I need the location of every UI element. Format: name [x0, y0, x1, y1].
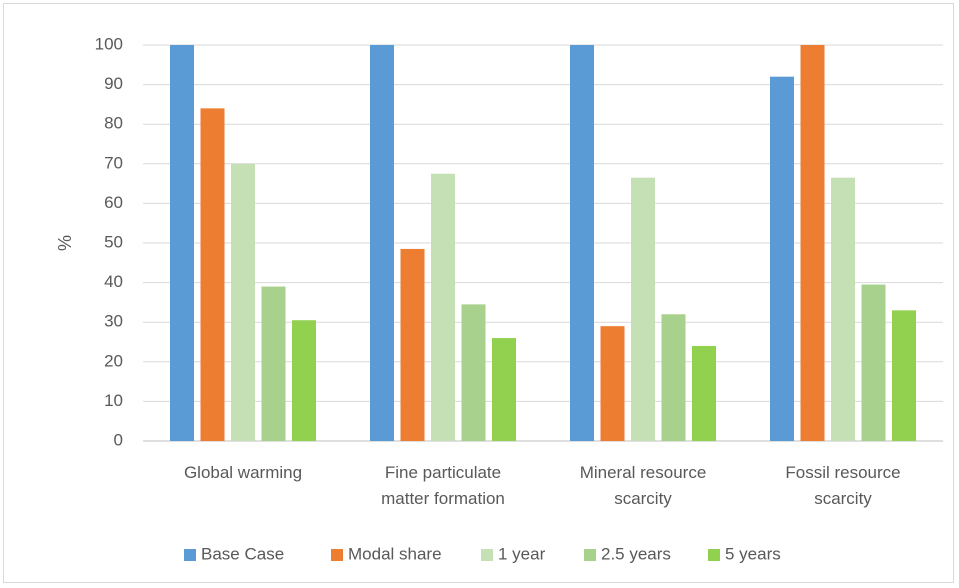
- y-tick-label: 0: [114, 430, 123, 449]
- legend-swatch: [184, 549, 196, 561]
- y-tick-label: 50: [104, 232, 123, 251]
- bar: [570, 45, 594, 441]
- bar: [400, 248, 425, 441]
- y-tick-label: 30: [104, 312, 123, 331]
- y-tick-label: 90: [104, 74, 123, 93]
- y-tick-label: 80: [104, 114, 123, 133]
- bar: [492, 338, 516, 441]
- y-tick-label: 40: [104, 272, 123, 291]
- bar: [461, 304, 486, 441]
- bar: [170, 45, 194, 441]
- bar: [631, 177, 655, 441]
- x-category-label: Fossil resource scarcity: [785, 463, 900, 508]
- legend-label: 1 year: [498, 544, 546, 563]
- y-tick-label: 20: [104, 351, 123, 370]
- bar: [261, 286, 286, 441]
- legend-label: Modal share: [348, 544, 442, 563]
- x-category-label: Fine particulate matter formation: [381, 463, 505, 508]
- bar: [200, 108, 225, 442]
- bar: [292, 320, 316, 441]
- x-category-label: Mineral resource scarcity: [580, 463, 707, 508]
- legend-swatch: [331, 549, 343, 561]
- bar: [800, 45, 825, 441]
- legend-swatch: [481, 549, 493, 561]
- legend-label: 5 years: [725, 544, 781, 563]
- bar: [661, 314, 686, 441]
- legend-swatch: [584, 549, 596, 561]
- legend: Base Case Modal share 1 year 2.5 years 5 yea…: [184, 544, 781, 563]
- bars: [170, 45, 916, 442]
- y-tick-label: 70: [104, 153, 123, 172]
- bar: [370, 45, 394, 441]
- legend-swatch: [708, 549, 720, 561]
- y-axis-label: %: [55, 235, 75, 251]
- y-tick-label: 100: [95, 34, 123, 53]
- y-tick-label: 60: [104, 193, 123, 212]
- y-tick-label: 10: [104, 391, 123, 410]
- legend-label: 2.5 years: [601, 544, 671, 563]
- x-axis-categories: Global warming Fine particulate matter for…: [184, 463, 901, 508]
- bar: [231, 163, 255, 442]
- bar: [431, 173, 455, 441]
- bar: [861, 284, 886, 441]
- chart-frame: [3, 3, 954, 583]
- bar: [892, 310, 916, 441]
- bar: [831, 177, 855, 441]
- bar: [692, 345, 716, 441]
- bar: [770, 76, 794, 442]
- bar: [600, 326, 625, 441]
- x-category-label: Global warming: [184, 463, 302, 482]
- legend-label: Base Case: [201, 544, 284, 563]
- y-axis-ticks: 0 10 20 30 40 50 60 70 80 90 100: [95, 34, 123, 449]
